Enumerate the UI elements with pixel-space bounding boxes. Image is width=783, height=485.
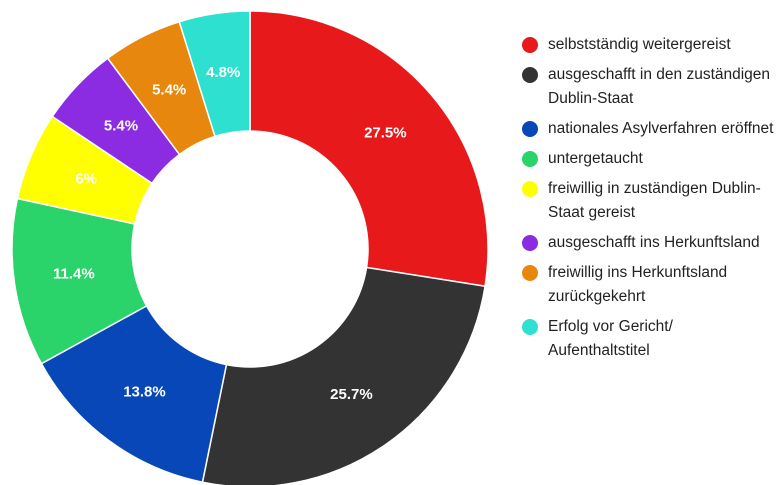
legend-item: Erfolg vor Gericht/ Aufenthaltstitel bbox=[522, 315, 778, 363]
legend-label: untergetaucht bbox=[548, 150, 643, 167]
legend-marker bbox=[522, 37, 538, 53]
legend-label: selbstständig weitergereist bbox=[548, 36, 731, 53]
legend-item: freiwillig ins Herkunftsland zurückgekeh… bbox=[522, 261, 778, 309]
donut-slice bbox=[201, 266, 486, 485]
chart: 27.5% 25.7% 13.8% 11.4% 6% 5.4% 5.4% 4.8% bbox=[11, 10, 489, 485]
data-label: 5.4% bbox=[104, 117, 138, 134]
legend-item: untergetaucht bbox=[522, 147, 778, 171]
legend-item: selbstständig weitergereist bbox=[522, 33, 778, 57]
legend-label: freiwillig ins Herkunftsland zurückgekeh… bbox=[548, 264, 728, 305]
donut-slice bbox=[40, 304, 228, 484]
data-label: 27.5% bbox=[364, 124, 407, 141]
legend-marker bbox=[522, 151, 538, 167]
legend-marker bbox=[522, 121, 538, 137]
legend-label: Erfolg vor Gericht/ Aufenthaltstitel bbox=[548, 318, 673, 359]
legend-marker bbox=[522, 319, 538, 335]
legend-label: nationales Asylverfahren eröffnet bbox=[548, 120, 774, 137]
donut-slice bbox=[178, 10, 251, 138]
legend-item: ausgeschafft in den zuständigen Dublin-S… bbox=[522, 63, 778, 111]
data-label: 4.8% bbox=[206, 64, 240, 81]
legend-label: freiwillig in zuständigen Dublin-Staat g… bbox=[548, 180, 761, 221]
data-label: 13.8% bbox=[123, 383, 166, 400]
donut-slice bbox=[249, 10, 489, 288]
legend: selbstständig weitergereist ausgeschafft … bbox=[522, 33, 778, 363]
legend-label: ausgeschafft in den zuständigen Dublin-S… bbox=[548, 66, 771, 107]
data-label: 6% bbox=[75, 170, 97, 187]
legend-label: ausgeschafft ins Herkunftsland bbox=[548, 234, 760, 251]
legend-marker bbox=[522, 67, 538, 83]
legend-item: nationales Asylverfahren eröffnet bbox=[522, 117, 778, 141]
legend-marker bbox=[522, 235, 538, 251]
data-label: 11.4% bbox=[53, 266, 95, 283]
data-label: 5.4% bbox=[152, 81, 186, 98]
legend-marker bbox=[522, 265, 538, 281]
legend-item: freiwillig in zuständigen Dublin-Staat g… bbox=[522, 177, 778, 225]
legend-item: ausgeschafft ins Herkunftsland bbox=[522, 231, 778, 255]
legend-marker bbox=[522, 181, 538, 197]
data-label: 25.7% bbox=[330, 386, 373, 403]
